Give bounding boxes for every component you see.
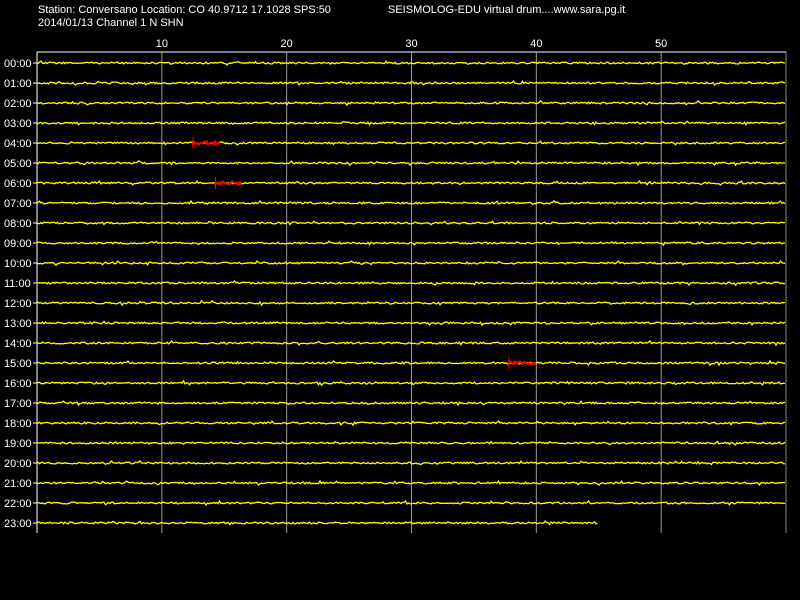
hour-label: 08:00 — [4, 218, 32, 230]
seismic-trace-line — [36, 299, 786, 307]
hour-label: 19:00 — [4, 438, 32, 450]
brand-title: SEISMOLOG-EDU virtual drum....www.sara.p… — [388, 4, 626, 16]
x-tick-label: 10 — [156, 38, 168, 50]
x-tick-label: 40 — [530, 38, 542, 50]
hour-label: 06:00 — [4, 178, 32, 190]
seismic-trace-line — [36, 280, 786, 287]
seismic-trace-line — [36, 79, 786, 86]
seismic-trace-line — [36, 260, 786, 267]
seismic-trace-line — [36, 400, 786, 407]
event-marker — [192, 139, 220, 147]
seismic-trace-line — [36, 160, 786, 167]
x-tick-label: 20 — [281, 38, 293, 50]
seismic-trace-line — [36, 220, 786, 226]
hour-label: 15:00 — [4, 358, 32, 370]
event-marker — [214, 180, 243, 187]
hour-label: 14:00 — [4, 338, 32, 350]
hour-label: 23:00 — [4, 518, 32, 530]
x-tick-label: 50 — [655, 38, 667, 50]
date-channel-info: 2014/01/13 Channel 1 N SHN — [38, 17, 184, 29]
seismic-trace-line — [36, 440, 786, 446]
seismic-trace-line — [36, 199, 786, 206]
seismic-trace-line — [36, 379, 786, 387]
event-marker — [507, 360, 537, 367]
hour-label: 20:00 — [4, 458, 32, 470]
hour-label: 13:00 — [4, 318, 32, 330]
hour-label: 16:00 — [4, 378, 32, 390]
hour-label: 00:00 — [4, 58, 32, 70]
hour-label: 10:00 — [4, 258, 32, 270]
hour-label: 09:00 — [4, 238, 32, 250]
seismic-trace-line — [36, 60, 786, 66]
hour-label: 22:00 — [4, 498, 32, 510]
hour-label: 21:00 — [4, 478, 32, 490]
seismic-trace-line — [36, 479, 786, 487]
seismic-trace-line — [36, 420, 786, 427]
hour-label: 04:00 — [4, 138, 32, 150]
hour-label: 03:00 — [4, 118, 32, 130]
seismic-trace-line — [36, 240, 786, 247]
hour-label: 18:00 — [4, 418, 32, 430]
hour-label: 11:00 — [4, 278, 31, 290]
hour-label: 12:00 — [4, 298, 32, 310]
seismic-trace-line — [36, 359, 786, 367]
seismic-trace-line — [36, 520, 598, 526]
hour-label: 02:00 — [4, 98, 32, 110]
seismic-trace-line — [36, 320, 786, 327]
seismic-trace-line — [36, 99, 786, 107]
x-tick-label: 30 — [405, 38, 417, 50]
hour-label: 17:00 — [4, 398, 32, 410]
hour-label: 07:00 — [4, 198, 32, 210]
seismic-trace-line — [36, 459, 786, 466]
seismic-trace-line — [36, 499, 786, 507]
seismic-trace-line — [36, 179, 786, 186]
seismic-trace-line — [36, 120, 786, 126]
seismic-trace-line — [36, 140, 786, 146]
station-info: Station: Conversano Location: CO 40.9712… — [38, 4, 331, 16]
seismic-trace-line — [36, 339, 786, 347]
hour-label: 01:00 — [4, 78, 32, 90]
hour-label: 05:00 — [4, 158, 32, 170]
